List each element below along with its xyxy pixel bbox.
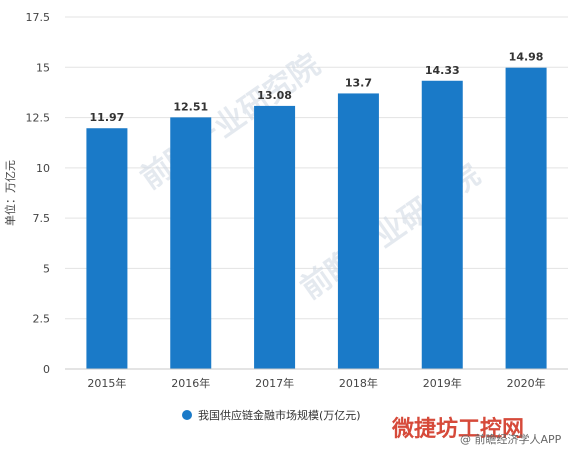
bars: [86, 67, 547, 370]
x-tick-label: 2015年: [87, 376, 126, 390]
legend-label: 我国供应链金融市场规模(万亿元): [198, 408, 361, 422]
corner-watermark-subtitle: @ 前瞻经济学人APP: [460, 432, 562, 446]
data-label: 13.08: [257, 89, 292, 102]
bar: [337, 93, 379, 369]
watermark-center-1: 前瞻产业研究院: [135, 47, 327, 196]
y-tick-label: 5: [43, 262, 50, 275]
x-tick-label: 2018年: [339, 376, 378, 390]
grid-lines: [65, 16, 568, 320]
corner-watermark: 微捷坊工控网 @ 前瞻经济学人APP: [391, 416, 562, 446]
data-label: 14.33: [425, 64, 460, 77]
bar: [86, 128, 128, 369]
y-tick-label: 15: [36, 61, 50, 74]
data-label: 12.51: [173, 100, 208, 113]
corner-watermark-title: 微捷坊工控网: [391, 416, 524, 442]
x-tick-label: 2017年: [255, 376, 294, 390]
legend: 我国供应链金融市场规模(万亿元): [182, 408, 361, 422]
data-labels: 11.97 12.51 13.08 13.7 14.33 14.98: [90, 51, 544, 125]
x-tick-label: 2016年: [171, 376, 210, 390]
y-axis-ticks: 0 2.5 5 7.5 10 12.5 15 17.5: [26, 11, 51, 376]
x-tick-label: 2020年: [507, 376, 546, 390]
x-tick-label: 2019年: [423, 376, 462, 390]
bar: [170, 117, 212, 369]
bar: [505, 67, 547, 370]
y-tick-label: 7.5: [33, 212, 51, 225]
y-tick-label: 2.5: [33, 313, 51, 326]
x-axis-ticks: 2015年 2016年 2017年 2018年 2019年 2020年: [87, 376, 545, 390]
data-label: 14.98: [509, 51, 544, 64]
bar: [254, 105, 296, 369]
y-axis-title: 单位：万亿元: [3, 160, 17, 226]
y-tick-label: 12.5: [26, 112, 51, 125]
y-tick-label: 10: [36, 162, 50, 175]
data-label: 13.7: [345, 76, 372, 89]
data-label: 11.97: [90, 111, 125, 124]
y-tick-label: 17.5: [26, 11, 51, 24]
legend-marker: [182, 410, 192, 420]
bar: [421, 80, 463, 370]
y-tick-label: 0: [43, 363, 50, 376]
